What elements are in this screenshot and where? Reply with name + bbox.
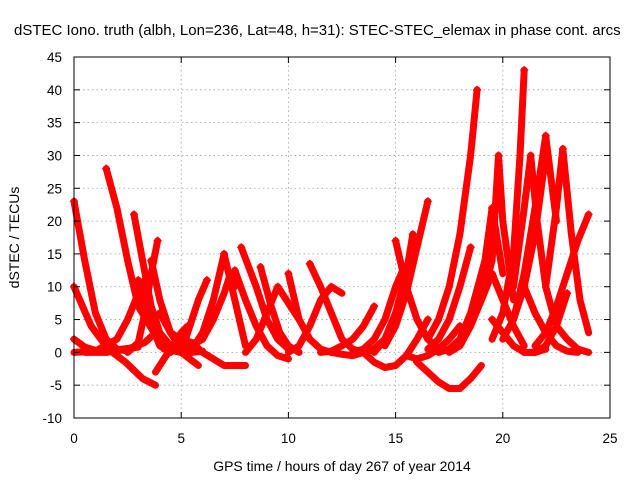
series-arc-48-peak-marker xyxy=(563,289,572,298)
series-arc-33 xyxy=(424,243,475,353)
series-arc-07-peak-marker xyxy=(130,210,139,219)
series-arc-21-peak-marker xyxy=(327,282,336,291)
series-arc-13 xyxy=(160,276,211,356)
y-tick-label: 5 xyxy=(54,313,62,328)
x-axis-label: GPS time / hours of day 267 of year 2014 xyxy=(213,458,471,474)
series-arc-10-peak-marker xyxy=(147,256,156,265)
series-arc-32-peak-marker xyxy=(413,358,422,367)
series-layer xyxy=(70,66,593,392)
series-arc-42 xyxy=(510,132,560,323)
series-arc-41 xyxy=(510,152,560,330)
series-arc-46 xyxy=(552,322,593,356)
series-arc-43-peak-marker xyxy=(520,282,529,291)
x-tick-label: 5 xyxy=(177,431,185,446)
series-arc-08-peak-marker xyxy=(153,236,162,245)
series-arc-13-peak-marker xyxy=(202,276,211,285)
series-arc-47-peak-marker xyxy=(488,315,497,324)
series-arc-42-peak-marker xyxy=(541,131,550,140)
series-arc-21 xyxy=(284,283,346,356)
series-arc-16-peak-marker xyxy=(230,266,239,275)
series-arc-30 xyxy=(381,197,432,350)
y-tick-label: 25 xyxy=(47,181,62,196)
series-arc-38-peak-marker xyxy=(488,269,497,278)
x-tick-label: 0 xyxy=(70,431,78,446)
chart-title: dSTEC Iono. truth (albh, Lon=236, Lat=48… xyxy=(14,22,621,39)
y-tick-label: 45 xyxy=(47,50,62,65)
series-arc-18-peak-marker xyxy=(273,282,282,291)
x-tick-label: 25 xyxy=(602,431,617,446)
series-arc-33-peak-marker xyxy=(466,243,475,252)
series-arc-18 xyxy=(242,283,303,356)
y-tick-label: -10 xyxy=(42,411,62,426)
x-tick-label: 15 xyxy=(388,431,403,446)
series-arc-11 xyxy=(152,322,192,376)
plot-frame xyxy=(73,56,611,419)
series-arc-29 xyxy=(359,316,432,371)
series-arc-39 xyxy=(488,66,528,343)
y-tick-label: -5 xyxy=(50,378,62,393)
series-arc-34-peak-marker xyxy=(473,85,482,94)
series-arc-05-peak-marker xyxy=(102,164,111,173)
x-tick-label: 20 xyxy=(495,431,510,446)
series-arc-39-peak-marker xyxy=(520,66,529,75)
series-arc-41-peak-marker xyxy=(526,151,535,160)
series-arc-22-peak-marker xyxy=(305,259,314,268)
series-arc-32 xyxy=(413,358,485,392)
series-arc-15 xyxy=(188,250,249,353)
series-arc-45 xyxy=(542,145,593,337)
y-tick-label: 10 xyxy=(47,280,62,295)
series-arc-23-peak-marker xyxy=(370,302,379,311)
series-arc-29-peak-marker xyxy=(423,315,432,324)
series-arc-12-peak-marker xyxy=(155,308,164,317)
ticks-layer: 0 5 10 15 20 25 -10 -5 0 5 10 15 20 25 30 35 40 45 xyxy=(42,50,617,446)
series-arc-27 xyxy=(370,230,417,356)
series-arc-34 xyxy=(424,86,481,343)
y-tick-label: 40 xyxy=(47,83,62,98)
series-arc-30-peak-marker xyxy=(423,197,432,206)
series-arc-44-peak-marker xyxy=(584,210,593,219)
series-arc-37 xyxy=(467,152,517,330)
series-arc-15-peak-marker xyxy=(220,249,229,258)
y-tick-label: 30 xyxy=(47,148,62,163)
series-arc-28-peak-marker xyxy=(391,236,400,245)
series-arc-02 xyxy=(70,283,159,389)
series-arc-19-peak-marker xyxy=(256,263,265,272)
series-arc-44 xyxy=(531,211,593,350)
series-arc-48 xyxy=(520,289,571,356)
series-arc-37-peak-marker xyxy=(494,151,503,160)
x-tick-label: 10 xyxy=(281,431,296,446)
series-arc-27-peak-marker xyxy=(408,230,417,239)
y-axis-label: dSTEC / TECUs xyxy=(6,187,22,289)
series-arc-20 xyxy=(284,270,335,356)
series-arc-20-peak-marker xyxy=(284,269,293,278)
series-arc-45-peak-marker xyxy=(558,144,567,153)
y-tick-label: 20 xyxy=(47,214,62,229)
series-arc-31 xyxy=(402,322,464,363)
series-arc-09-peak-marker xyxy=(134,276,143,285)
y-tick-label: 15 xyxy=(47,247,62,262)
y-tick-label: 35 xyxy=(47,116,62,131)
y-tick-label: 0 xyxy=(54,345,62,360)
series-arc-16 xyxy=(231,266,292,363)
series-arc-17-peak-marker xyxy=(237,243,246,252)
